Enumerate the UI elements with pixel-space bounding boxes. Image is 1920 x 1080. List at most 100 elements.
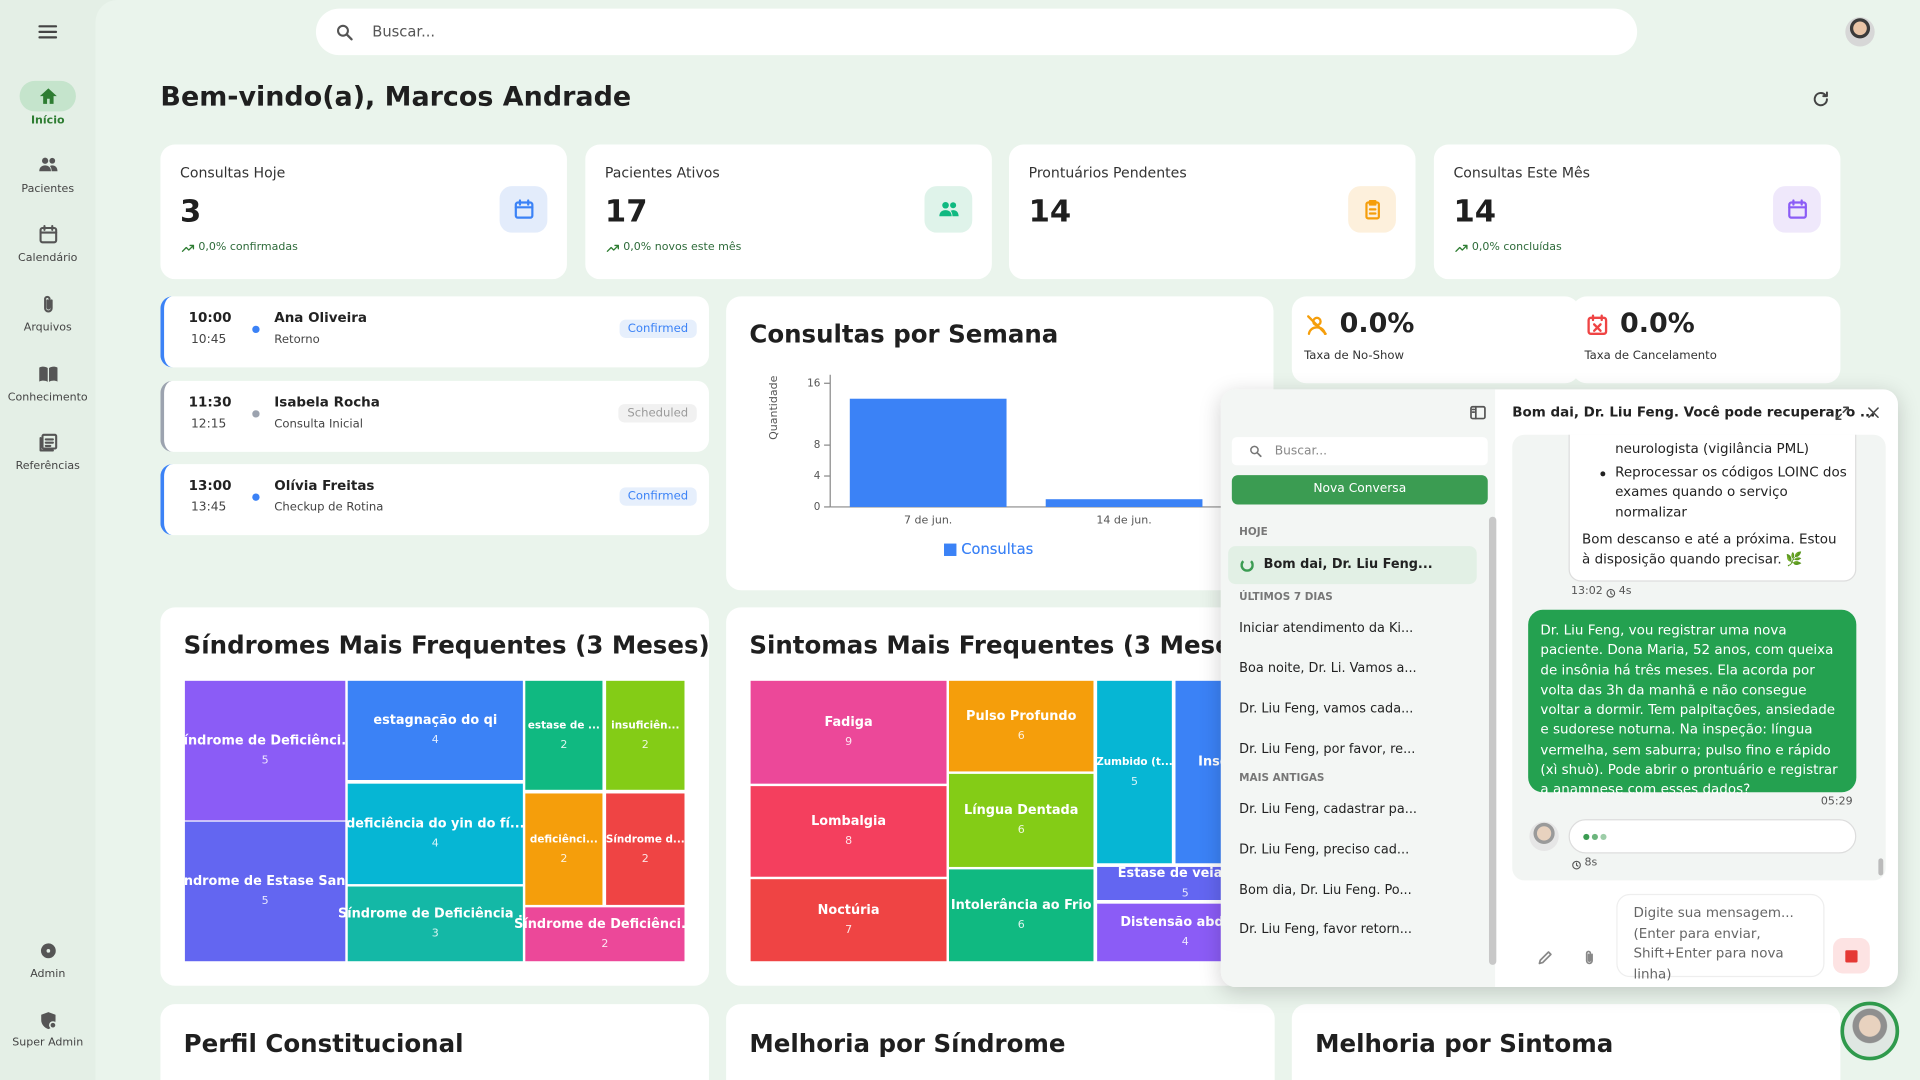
stat-note: 0,0% confirmadas	[198, 241, 298, 254]
trend-icon	[606, 244, 619, 252]
conversation-title[interactable]: Dr. Liu Feng, preciso cad...	[1239, 842, 1410, 858]
chat-search[interactable]: Buscar...	[1231, 437, 1488, 466]
nav-label[interactable]: Início	[30, 115, 65, 128]
stat-icon-box	[1348, 186, 1396, 233]
nav-label[interactable]: Calendário	[18, 252, 78, 265]
conversation-title[interactable]: Dr. Liu Feng, favor retorn...	[1239, 922, 1412, 938]
search-icon	[1249, 445, 1261, 458]
list-scrollbar	[1488, 516, 1497, 965]
conversation-title[interactable]: Iniciar atendimento da Ki...	[1239, 621, 1414, 637]
stat-icon-box	[1773, 186, 1821, 233]
search-icon-part	[345, 32, 353, 40]
nav-icon-part	[38, 226, 57, 243]
rate-icon	[1586, 313, 1607, 335]
assistant-fab[interactable]	[1840, 1001, 1900, 1061]
chart-card	[726, 296, 1274, 591]
group-label: HOJE	[1239, 526, 1268, 539]
clock-icon	[1571, 860, 1581, 869]
stat-card: Pacientes Ativos 17 0,0% novos este mês	[585, 144, 992, 280]
treemap-card	[726, 607, 1274, 986]
edit-icon	[1538, 951, 1552, 965]
appointment-start: 13:00	[188, 477, 232, 494]
chat-title: Bom dai, Dr. Liu Feng. Você pode recuper…	[1512, 404, 1876, 421]
stat-icon-box	[499, 186, 548, 233]
typing-dot	[1600, 833, 1607, 840]
stat-icon-part	[938, 210, 959, 217]
section-card: Melhoria por Sintoma	[1291, 1004, 1841, 1080]
user-text: Dr. Liu Feng, vou registrar uma nova pac…	[1540, 622, 1838, 798]
rate-label: Taxa de Cancelamento	[1584, 349, 1717, 363]
rate-value: 0.0%	[1620, 309, 1695, 340]
clock-icon-part	[1575, 861, 1578, 867]
new-conversation-button[interactable]: Nova Conversa	[1231, 475, 1488, 505]
stat-icon-part	[1787, 201, 1807, 219]
appointment-name: Ana Oliveira	[274, 310, 368, 326]
trend-icon	[1454, 244, 1467, 252]
messages-area: neurologista (vigilância PML) Reprocessar…	[1512, 434, 1886, 881]
conversation-title[interactable]: Dr. Liu Feng, por favor, re...	[1239, 741, 1416, 757]
stat-value: 17	[604, 192, 648, 229]
menu-icon	[38, 25, 58, 39]
appointment-type: Checkup de Rotina	[274, 500, 384, 515]
conversation-title[interactable]: Dr. Liu Feng, vamos cada...	[1239, 701, 1414, 717]
nav-label[interactable]: Admin	[30, 969, 66, 982]
search-bar[interactable]: Buscar...	[315, 8, 1638, 56]
nav-label[interactable]: Super Admin	[12, 1037, 84, 1050]
nav-icon	[38, 157, 57, 171]
appointment-end: 12:15	[191, 417, 227, 431]
nav-icon	[39, 87, 57, 104]
stat-icon-box	[924, 186, 973, 233]
section-title: Melhoria por Síndrome	[749, 1028, 1066, 1058]
stop-button[interactable]	[1833, 937, 1870, 974]
nav-icon	[43, 295, 53, 312]
nav-label[interactable]: Referências	[15, 460, 80, 474]
appointment-end: 13:45	[191, 500, 227, 515]
status-badge: Confirmed	[619, 319, 697, 339]
search-icon-part	[1249, 445, 1259, 455]
appointment-card[interactable]: 13:00 13:45 Olívia Freitas Checkup de Rotin…	[160, 464, 709, 536]
nav-icon	[38, 366, 57, 382]
user-avatar[interactable]	[1845, 17, 1875, 47]
rate-card: 0.0% Taxa de Cancelamento	[1572, 296, 1841, 384]
message-time: 13:02	[1571, 585, 1603, 599]
messages-scrollbar	[1878, 858, 1884, 876]
stat-label: Prontuários Pendentes	[1028, 163, 1187, 182]
trend-icon-part	[181, 244, 194, 252]
nav-label[interactable]: Pacientes	[21, 184, 75, 197]
stat-icon-part	[514, 201, 533, 219]
treemap-card	[160, 607, 709, 986]
conversation-title[interactable]: Bom dia, Dr. Liu Feng. Po...	[1239, 882, 1412, 898]
appointment-card[interactable]: 11:30 12:15 Isabela Rocha Consulta Inicial S…	[160, 380, 709, 452]
stop-square	[1845, 949, 1858, 962]
status-badge: Confirmed	[619, 487, 697, 507]
conversation-title: Bom dai, Dr. Liu Feng...	[1263, 557, 1433, 573]
conversation-item-active[interactable]: Bom dai, Dr. Liu Feng...	[1228, 546, 1477, 585]
nav-icon-part	[40, 942, 56, 958]
nav-icon-part	[38, 436, 54, 451]
appointment-card[interactable]: 10:00 10:45 Ana Oliveira Retorno Confirmed	[160, 296, 709, 368]
toggle-sidebar-icon-part	[1471, 405, 1477, 420]
nav-label[interactable]: Conhecimento	[7, 392, 88, 405]
stat-value: 14	[1453, 192, 1497, 229]
expand-icon-part	[1834, 405, 1849, 420]
search-icon-part	[336, 24, 349, 37]
nav-icon-part	[48, 157, 55, 164]
conversation-title[interactable]: Dr. Liu Feng, cadastrar pa...	[1239, 802, 1418, 818]
rate-icon-part	[1586, 316, 1607, 335]
search-placeholder: Buscar...	[372, 22, 436, 40]
rate-icon-part	[1307, 325, 1326, 335]
typing-duration: 8s	[1584, 857, 1598, 870]
stat-label: Consultas Hoje	[180, 163, 286, 182]
stat-note: 0,0% concluídas	[1471, 241, 1562, 254]
nav-label[interactable]: Arquivos	[23, 322, 72, 335]
close-icon	[1868, 407, 1879, 418]
message-input[interactable]: Digite sua mensagem... (Enter para envia…	[1617, 895, 1824, 981]
assistant-bubble: neurologista (vigilância PML) Reprocessar…	[1568, 434, 1857, 582]
clock-icon-part	[1605, 588, 1615, 597]
chat-panel: Bom dai, Dr. Liu Feng. Você pode recuper…	[1220, 389, 1898, 987]
appointment-start: 10:00	[188, 310, 232, 326]
appointment-type: Consulta Inicial	[274, 417, 363, 432]
rate-icon-part	[1311, 316, 1322, 326]
rate-label: Taxa de No-Show	[1304, 349, 1404, 363]
conversation-title[interactable]: Boa noite, Dr. Li. Vamos a...	[1239, 661, 1417, 677]
